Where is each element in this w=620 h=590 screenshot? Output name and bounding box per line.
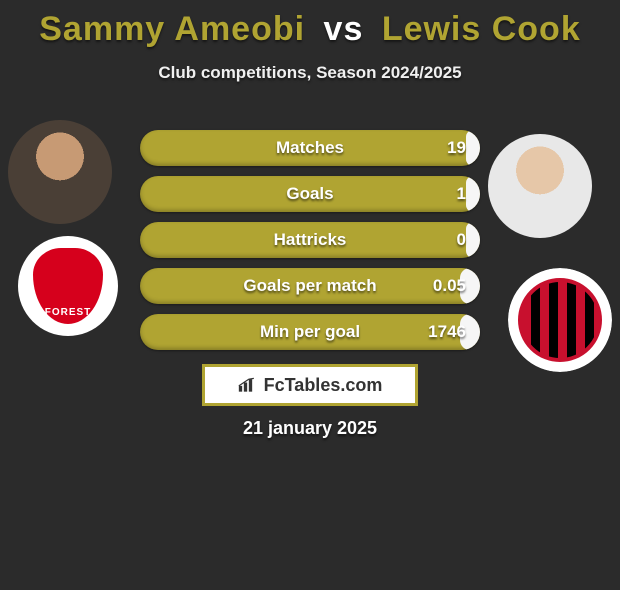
player2-avatar: [488, 134, 592, 238]
brand-text: FcTables.com: [264, 375, 383, 396]
player1-avatar: [8, 120, 112, 224]
stat-value: 19: [447, 138, 466, 158]
comparison-subtitle: Club competitions, Season 2024/2025: [0, 63, 620, 83]
comparison-title: Sammy Ameobi vs Lewis Cook: [0, 10, 620, 49]
stat-fill: [466, 222, 480, 258]
title-player2: Lewis Cook: [382, 10, 581, 48]
stat-value: 0: [457, 230, 466, 250]
stat-fill: [466, 176, 480, 212]
stats-bars: Matches 19 Goals 1 Hattricks 0 Goals per…: [140, 130, 480, 360]
stat-label: Goals per match: [243, 276, 376, 296]
stat-value: 1: [457, 184, 466, 204]
stat-value: 1746: [428, 322, 466, 342]
player1-club-logo: [18, 236, 118, 336]
stat-fill: [466, 130, 480, 166]
stat-value: 0.05: [433, 276, 466, 296]
player2-face-icon: [488, 134, 592, 238]
brand-box: FcTables.com: [202, 364, 418, 406]
stat-label: Min per goal: [260, 322, 360, 342]
title-vs: vs: [324, 10, 364, 48]
stat-row: Matches 19: [140, 130, 480, 166]
stat-row: Goals per match 0.05: [140, 268, 480, 304]
stat-row: Min per goal 1746: [140, 314, 480, 350]
stat-row: Hattricks 0: [140, 222, 480, 258]
player1-face-icon: [8, 120, 112, 224]
player2-club-logo: [508, 268, 612, 372]
afcb-crest-icon: [516, 276, 604, 364]
stat-label: Matches: [276, 138, 344, 158]
title-player1: Sammy Ameobi: [39, 10, 305, 48]
barchart-icon: [238, 377, 258, 393]
snapshot-date: 21 january 2025: [0, 418, 620, 439]
forest-crest-icon: [33, 248, 103, 324]
stat-label: Hattricks: [274, 230, 347, 250]
stat-label: Goals: [286, 184, 333, 204]
stat-row: Goals 1: [140, 176, 480, 212]
